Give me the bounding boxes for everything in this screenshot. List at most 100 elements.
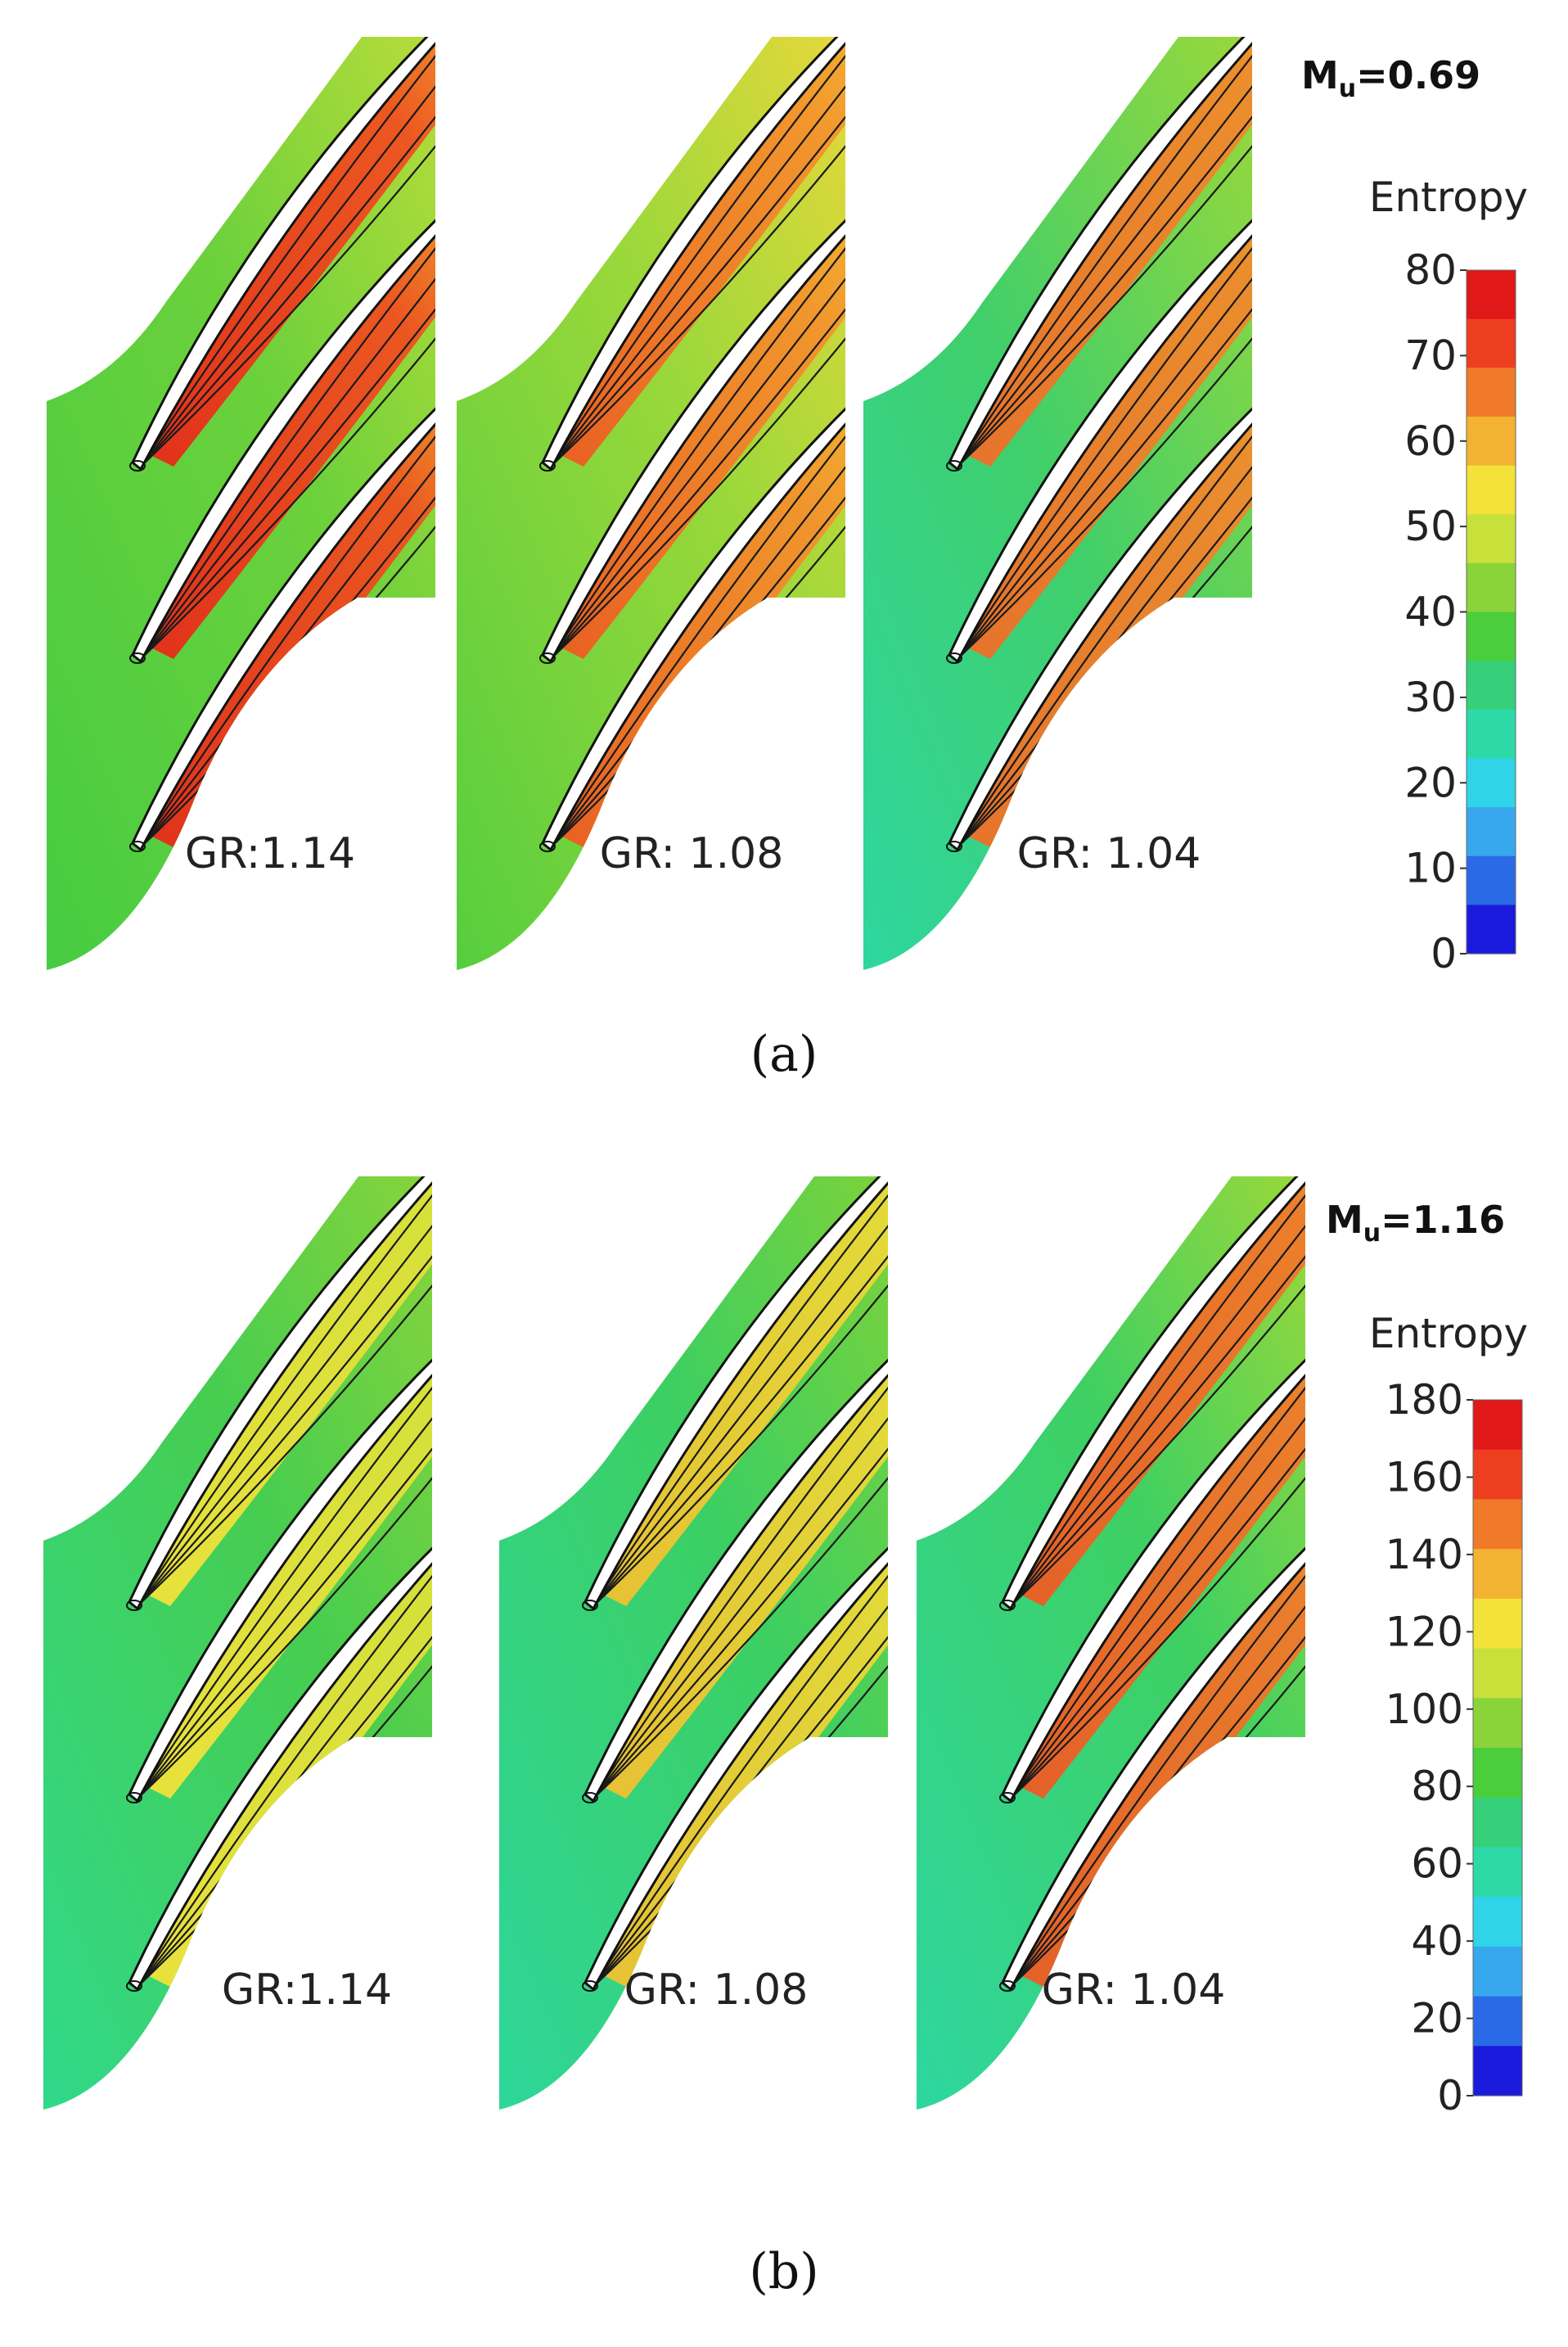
blade: [131, 37, 435, 472]
mach-symbol-b: M: [1326, 1198, 1363, 1242]
colorbar-tick-label: 160: [1386, 1453, 1463, 1501]
contour-line: [593, 1327, 888, 1799]
contour-line: [1010, 1176, 1305, 1607]
blade: [541, 37, 845, 472]
leading-edge: [946, 460, 962, 472]
colorbar-tick-label: 40: [1411, 1917, 1463, 1965]
colorbar-band: [1473, 1400, 1522, 1451]
blade: [128, 1523, 432, 1992]
blade: [541, 383, 845, 852]
blade: [948, 37, 1252, 472]
contour-line: [140, 187, 435, 660]
contour-line: [137, 1515, 432, 1988]
contour-line: [957, 187, 1252, 660]
contour-line: [593, 1515, 888, 1988]
contour-line: [137, 1176, 432, 1607]
colorbar-band: [1467, 562, 1516, 613]
mach-subscript-b: u: [1363, 1219, 1381, 1248]
colorbar-band: [1473, 1748, 1522, 1799]
colorbar-ticks-b: 180 160 140 120 100 80 60 40 20 0: [1386, 1376, 1473, 2119]
leading-edge: [946, 652, 962, 664]
case-label-a-1: GR:1.14: [185, 829, 355, 878]
blade: [1001, 1176, 1305, 1611]
contour-line: [957, 37, 1252, 467]
mach-label-b: Mu=1.16: [1326, 1198, 1505, 1248]
colorbar-tick-label: 60: [1411, 1840, 1463, 1888]
contour-line: [550, 37, 845, 467]
contour-line: [140, 376, 435, 848]
colorbar-band: [1467, 661, 1516, 711]
leading-edge: [129, 652, 146, 664]
blade: [583, 1176, 888, 1611]
contour-line: [140, 187, 435, 660]
contour-line: [550, 37, 845, 467]
contour-line: [593, 1327, 888, 1799]
leading-edge: [126, 1792, 142, 1803]
caption-a: (a): [750, 1026, 818, 1083]
colorbar-b: Entropy 180 160 140 120 100 80 60 40 20 0: [1369, 1310, 1528, 2119]
colorbar-band: [1473, 1499, 1522, 1550]
blade: [1001, 1523, 1305, 1992]
contour-line: [1010, 1176, 1305, 1607]
contour-line: [957, 187, 1252, 660]
case-label-a-3: GR: 1.04: [1017, 829, 1201, 878]
colorbar-band: [1473, 1698, 1522, 1749]
blade: [541, 195, 845, 664]
colorbar-band: [1473, 1598, 1522, 1650]
colorbar-ticks-a: 80 70 60 50 40 30 20 10 0: [1404, 246, 1467, 977]
colorbar-tick-label: 0: [1431, 930, 1457, 977]
colorbar-tick-label: 100: [1386, 1686, 1463, 1733]
mach-symbol-a: M: [1301, 53, 1339, 97]
mach-subscript-a: u: [1339, 74, 1356, 103]
leading-edge: [129, 460, 146, 472]
colorbar-band: [1473, 1449, 1522, 1501]
colorbar-tick-label: 60: [1404, 417, 1457, 465]
colorbar-band: [1467, 270, 1516, 320]
contour-line: [593, 1176, 888, 1607]
leading-edge: [999, 1600, 1016, 1611]
blade: [583, 1523, 888, 1992]
colorbar-title-a: Entropy: [1369, 174, 1528, 221]
contour-line: [140, 37, 435, 467]
colorbar-a: Entropy 80 70 60 50 40 30 20 10 0: [1369, 174, 1528, 977]
colorbar-tick-label: 80: [1404, 246, 1457, 294]
contour-line: [957, 37, 1252, 467]
contour-line: [550, 37, 845, 467]
contour-line: [1010, 1327, 1305, 1799]
contour-line: [550, 37, 845, 467]
contour-line: [140, 376, 435, 848]
colorbar-title-b: Entropy: [1369, 1310, 1528, 1357]
cascade-contour-plot: [47, 37, 435, 970]
colorbar-tick-label: 40: [1404, 589, 1457, 636]
contour-line: [140, 37, 435, 467]
contour-line: [957, 376, 1252, 848]
panel-a: GR:1.14 GR: 1.08 GR: 1.04 Mu=0.69 Entrop…: [185, 53, 1528, 1083]
colorbar-band: [1467, 807, 1516, 857]
colorbar-tick-label: 30: [1404, 674, 1457, 721]
colorbar-band: [1467, 758, 1516, 808]
colorbar-band: [1473, 1996, 1522, 2047]
blade: [128, 1176, 432, 1611]
colorbar-tick-label: 120: [1386, 1608, 1463, 1655]
colorbar-tick-label: 10: [1404, 845, 1457, 892]
leading-edge: [946, 841, 962, 852]
colorbar-band: [1467, 465, 1516, 515]
contour-line: [1010, 1515, 1305, 1988]
contour-line: [593, 1176, 888, 1607]
contour-line: [550, 376, 845, 848]
contour-line: [550, 187, 845, 660]
colorbar-band: [1467, 416, 1516, 467]
case-label-b-1: GR:1.14: [222, 1966, 392, 2015]
blade: [1001, 1334, 1305, 1803]
contour-line: [957, 187, 1252, 660]
contour-line: [137, 1176, 432, 1607]
contour-line: [957, 376, 1252, 848]
colorbar-bands-a: [1466, 269, 1516, 955]
leading-edge: [129, 841, 146, 852]
contour-line: [1010, 1176, 1305, 1607]
colorbar-tick-label: 50: [1404, 503, 1457, 550]
cascade-contour-plot: [917, 1176, 1305, 2110]
blade: [583, 1334, 888, 1803]
mach-label-a: Mu=0.69: [1301, 53, 1480, 103]
contour-line: [957, 37, 1252, 467]
